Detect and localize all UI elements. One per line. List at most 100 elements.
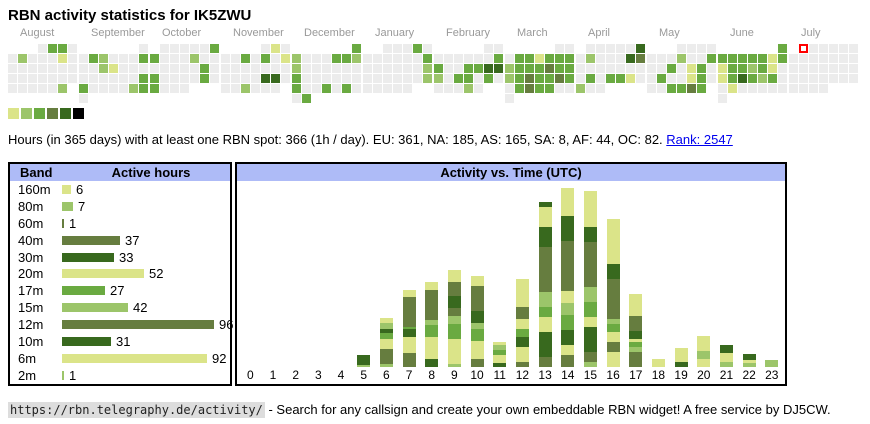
calendar-day-cell [576,64,585,73]
calendar-day-cell [474,64,483,73]
band-row: 17m 27 [10,283,230,298]
time-bar-segment [493,363,507,367]
hour-label: 0 [246,368,254,382]
calendar-day-cell [210,54,219,63]
time-bar-slot [375,181,398,367]
band-row: 80m 7 [10,199,230,214]
calendar-day-cell [444,74,453,83]
calendar-day-cell [636,44,645,53]
time-bar-segment [447,316,461,324]
month-grid [150,44,219,93]
hour-label: 5 [360,368,368,382]
band-value: 1 [69,215,77,231]
band-value: 52 [149,266,164,282]
hour-label: 8 [428,368,436,382]
calendar-day-cell [342,84,351,93]
calendar-day-cell [48,54,57,63]
time-bar-segment [583,227,597,242]
calendar-day-cell [160,44,169,53]
calendar-day-cell [484,74,493,83]
time-bar-segment [561,241,575,291]
time-bar-slot [352,181,375,367]
calendar-day-cell [139,84,148,93]
calendar-day-cell [484,54,493,63]
calendar-day-cell [565,64,574,73]
calendar-day-cell [292,54,301,63]
calendar-day-cell [697,84,706,93]
time-bar-segment [379,333,393,339]
calendar-day-cell [464,84,473,93]
calendar-day-cell [505,54,514,63]
calendar-day-cell [484,64,493,73]
calendar-day-cell [139,54,148,63]
time-bar-segment [402,337,416,353]
time-bar-segment [447,270,461,282]
rank-link[interactable]: Rank: 2547 [666,132,733,147]
calendar-day-cell [758,54,767,63]
time-bar-segment [493,345,507,350]
calendar-day-cell [38,44,47,53]
calendar-day-cell [748,64,757,73]
calendar-day-cell [677,64,686,73]
month-grid [292,44,361,103]
calendar-day-cell [789,54,798,63]
calendar-day-cell [748,54,757,63]
time-bar-segment [561,188,575,216]
time-bar-segment [629,331,643,339]
band-row: 30m 33 [10,250,230,265]
calendar-day-cell [251,84,260,93]
legend-swatch [8,108,19,119]
calendar-day-cell [555,44,564,53]
band-row: 40m 37 [10,233,230,248]
summary-prefix: Hours (in 365 days) with at least one RB… [8,132,667,147]
calendar-day-cell [596,44,605,53]
time-bar [425,282,439,367]
calendar-day-cell [677,44,686,53]
calendar-day-cell [444,64,453,73]
time-bar-slot [670,181,693,367]
time-bar-segment [402,290,416,297]
time-chart-title: Activity vs. Time (UTC) [440,165,582,180]
calendar-day-cell [515,64,524,73]
calendar-day-cell [829,54,838,63]
time-bar-slot [738,181,761,367]
calendar-day-cell [423,74,432,83]
calendar-day-cell [707,64,716,73]
calendar-day-cell [413,44,422,53]
calendar-day-cell [697,74,706,83]
month-grid [576,44,645,93]
time-bar-segment [629,316,643,331]
calendar-day-cell [586,54,595,63]
calendar-day-cell [180,84,189,93]
time-bar-segment [515,319,529,329]
band-label: 80m [18,198,44,214]
band-row: 20m 52 [10,266,230,281]
time-bar-segment [742,360,756,363]
month-label: May [659,27,680,39]
calendar-day-cell [525,74,534,83]
band-panel-header: Band Active hours [10,164,230,181]
time-bar-segment [583,327,597,352]
calendar-day-cell [687,74,696,83]
calendar-day-cell [586,64,595,73]
calendar-day-cell [48,84,57,93]
calendar-legend [0,103,870,119]
calendar-day-cell [525,84,534,93]
calendar-day-cell [200,44,209,53]
calendar-day-cell [109,84,118,93]
calendar-day-cell [606,54,615,63]
time-bar-segment [425,359,439,367]
calendar-day-cell [586,44,595,53]
hour-label: 19 [674,368,688,382]
calendar-day-cell [302,74,311,83]
time-bar-segment [379,318,393,323]
calendar-day-cell [718,64,727,73]
time-panel: Activity vs. Time (UTC) 0 1 2 3 4 5 6 7 8 9 10 11 12… [235,162,787,386]
time-bar-segment [538,227,552,247]
month-grid [363,44,432,93]
calendar-day-cell [677,54,686,63]
calendar-day-cell [271,74,280,83]
calendar-day-cell [312,74,321,83]
hour-label: 6 [383,368,390,382]
time-bar-segment [515,279,529,307]
